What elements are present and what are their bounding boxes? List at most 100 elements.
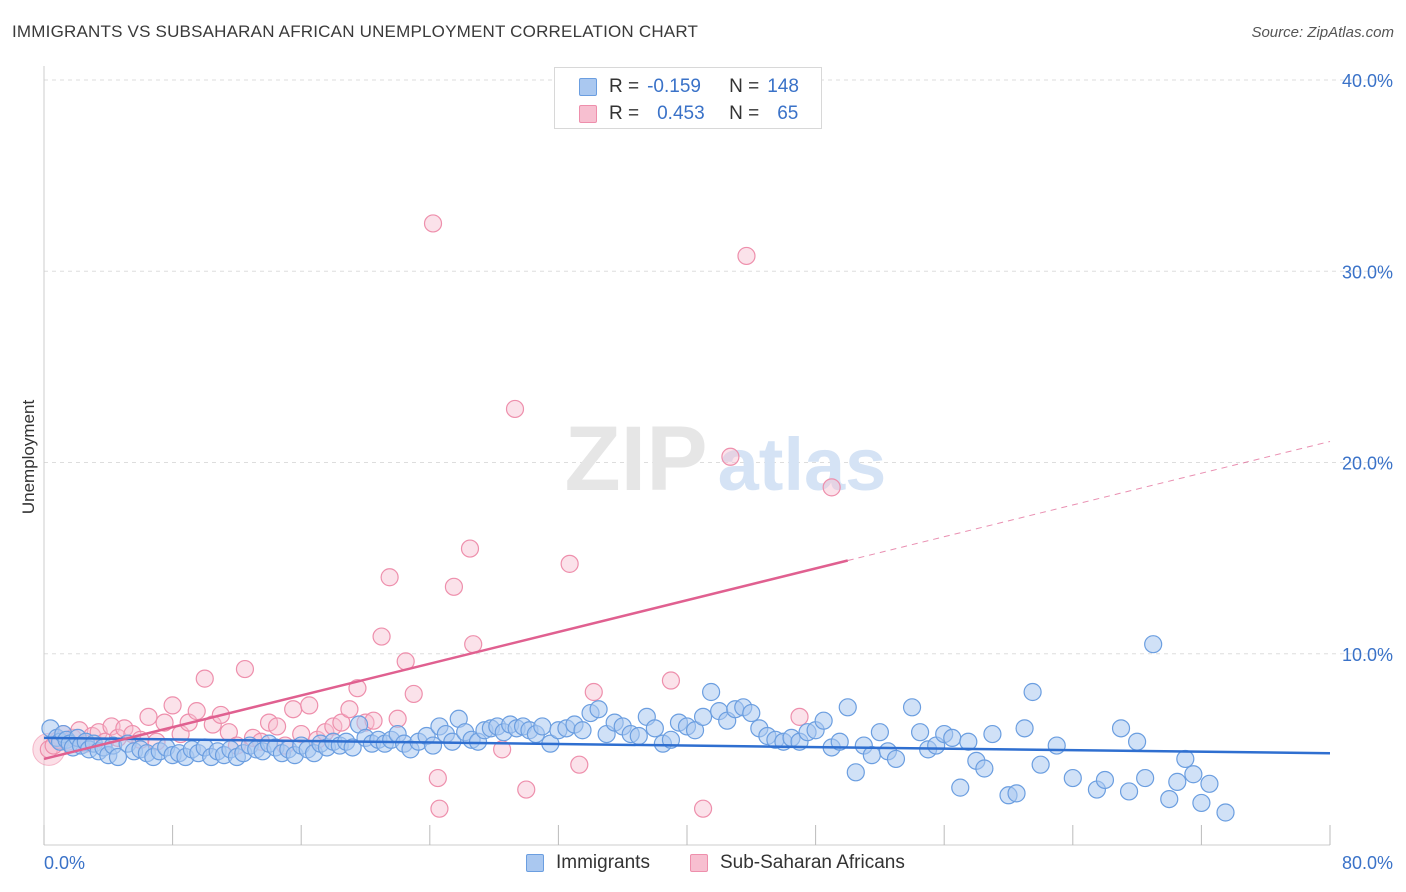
data-point — [560, 554, 579, 573]
data-point — [388, 709, 407, 728]
y-tick-label: 10.0% — [1342, 645, 1393, 665]
data-point — [737, 246, 756, 266]
data-point — [1063, 768, 1082, 788]
data-point — [702, 682, 721, 702]
data-point — [742, 703, 761, 723]
data-point — [340, 700, 359, 719]
data-point — [195, 669, 214, 688]
data-point — [870, 723, 890, 742]
data-point — [1047, 736, 1066, 755]
data-point — [517, 780, 536, 799]
x-tick-label: 0.0% — [44, 853, 85, 873]
data-point — [1160, 789, 1179, 809]
data-point — [430, 799, 449, 818]
watermark-zip: ZIP — [564, 408, 707, 510]
legend-row-immigrants: R = -0.159 N = 148 — [579, 74, 799, 100]
data-point — [332, 713, 351, 732]
data-point — [235, 659, 255, 679]
ssa-trend-line — [43, 559, 849, 761]
data-point — [533, 717, 552, 736]
y-tick-label: 30.0% — [1342, 262, 1393, 282]
data-point — [822, 478, 841, 497]
immigrants-trend-line — [43, 736, 1331, 755]
data-point — [380, 568, 399, 587]
immigrants-swatch — [579, 78, 597, 96]
immigrants-r-value: -0.159 — [647, 76, 701, 97]
y-axis-label: Unemployment — [19, 400, 38, 515]
data-point — [862, 746, 881, 765]
data-point — [959, 732, 978, 751]
data-point — [267, 717, 287, 736]
data-point — [1192, 793, 1211, 813]
data-point — [846, 763, 865, 782]
data-point — [348, 679, 367, 698]
data-point — [163, 696, 182, 715]
data-point — [838, 698, 857, 717]
data-point — [343, 738, 362, 757]
trend-lines — [43, 440, 1331, 761]
grid-lines — [44, 79, 1395, 655]
data-point — [1176, 749, 1195, 769]
data-point — [1200, 774, 1219, 793]
y-tick-label: 20.0% — [1342, 454, 1393, 474]
data-point — [830, 732, 849, 751]
data-point — [423, 214, 443, 233]
data-point — [589, 700, 608, 719]
data-point — [1095, 770, 1115, 790]
data-point — [645, 719, 664, 738]
data-point — [1144, 635, 1163, 654]
data-point — [1023, 682, 1042, 702]
legend-row-ssa: R = 0.453 N = 65 — [579, 101, 798, 127]
data-point — [886, 749, 906, 769]
ssa-n-value: 65 — [777, 103, 799, 124]
source-credit: Source: ZipAtlas.com — [1251, 24, 1394, 41]
data-point — [584, 682, 603, 702]
axes: 10.0% 20.0% 30.0% 40.0% 0.0% 80.0% — [43, 66, 1393, 873]
data-point — [505, 399, 525, 419]
immigrants-legend-label: Immigrants — [556, 852, 650, 873]
zipatlas-watermark: ZIP atlas — [564, 408, 886, 510]
data-point — [428, 768, 447, 788]
data-point — [661, 671, 681, 690]
data-point — [1119, 782, 1139, 801]
data-point — [983, 724, 1002, 744]
data-point — [721, 447, 740, 466]
data-point — [460, 539, 480, 558]
ssa-legend-label: Sub-Saharan Africans — [720, 852, 905, 873]
data-point — [814, 711, 833, 730]
immigrants-legend-swatch — [526, 854, 544, 872]
data-point — [1168, 772, 1187, 791]
data-point — [902, 698, 922, 717]
n-label: N = — [729, 103, 760, 124]
data-point — [910, 723, 930, 742]
chart-title: IMMIGRANTS VS SUBSAHARAN AFRICAN UNEMPLO… — [12, 22, 699, 41]
y-tick-label: 40.0% — [1342, 71, 1393, 91]
data-point — [284, 700, 303, 719]
data-point — [444, 577, 464, 596]
data-point — [464, 635, 483, 654]
data-point — [1007, 784, 1026, 803]
data-point — [1111, 719, 1131, 738]
legend-item-ssa: Sub-Saharan Africans — [690, 852, 905, 874]
data-point — [187, 702, 206, 721]
data-point — [372, 627, 391, 646]
data-point — [139, 707, 158, 726]
data-point — [951, 778, 970, 797]
ssa-legend-swatch — [690, 854, 708, 872]
data-point — [943, 728, 962, 748]
data-point — [300, 696, 319, 715]
data-point — [404, 684, 423, 704]
data-point — [629, 726, 648, 746]
data-point — [1031, 755, 1050, 774]
data-point — [685, 721, 705, 740]
data-point — [570, 755, 589, 774]
data-point — [108, 747, 128, 767]
ssa-trend-extension — [847, 440, 1331, 562]
data-point — [1216, 803, 1235, 822]
data-point — [1127, 732, 1147, 751]
data-point — [1015, 719, 1034, 738]
ssa-r-value: 0.453 — [657, 103, 705, 124]
data-point — [1136, 768, 1155, 788]
data-point — [975, 759, 994, 778]
